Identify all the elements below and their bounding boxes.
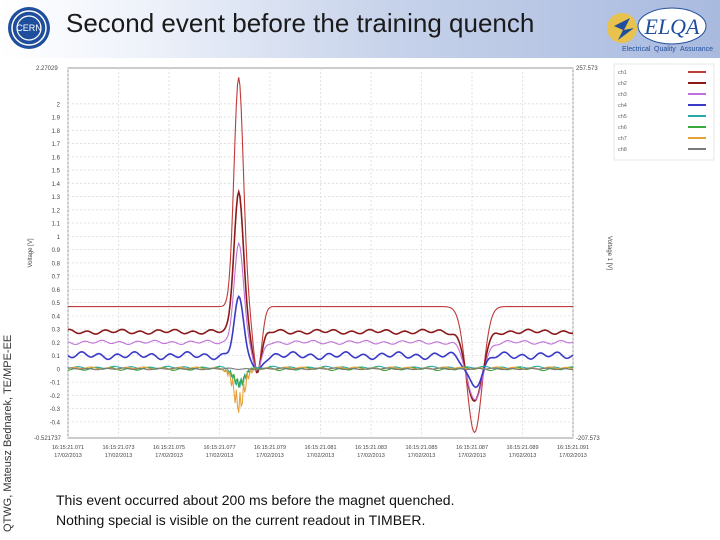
y-tick-label: 0.7	[52, 275, 61, 281]
x-tick-date-label: 17/02/2013	[105, 453, 133, 459]
y2-max-label: 257.573	[576, 66, 598, 72]
series-line-ch8	[67, 367, 574, 371]
y-tick-label: 1.7	[52, 142, 61, 148]
y-tick-label: 0.6	[52, 288, 61, 294]
x-tick-time-label: 16:15:21.075	[153, 445, 185, 451]
elqa-logo-text: ELQA	[644, 14, 701, 39]
elqa-logo: ELQA Electrical Quality Assurance	[607, 7, 713, 53]
y-axis-title: Voltage [V]	[28, 238, 34, 267]
x-tick-time-label: 16:15:21.089	[506, 445, 538, 451]
y-tick-label: 0	[57, 367, 61, 373]
y-tick-label: 0.1	[52, 354, 61, 360]
x-tick-time-label: 16:15:21.081	[304, 445, 336, 451]
legend-label: ch2	[618, 81, 627, 87]
series-line-ch3	[67, 241, 574, 401]
y-tick-label: 0.5	[52, 301, 61, 307]
y-tick-label: 0.9	[52, 248, 61, 254]
y2-min-label: -207.573	[576, 436, 600, 442]
y-tick-label: 0.8	[52, 261, 61, 267]
slide-title: Second event before the training quench	[66, 8, 535, 38]
y2-axis-title: Voltage 1 [V]	[606, 236, 612, 270]
y-tick-label: 1.2	[52, 208, 61, 214]
legend-label: ch1	[618, 70, 627, 76]
y-tick-label: -0.4	[50, 420, 61, 426]
x-tick-date-label: 17/02/2013	[408, 453, 436, 459]
series-line-ch2	[67, 188, 574, 402]
series-line-ch1	[68, 77, 573, 434]
x-tick-time-label: 16:15:21.079	[254, 445, 286, 451]
y-tick-label: 1.5	[52, 169, 61, 175]
x-tick-time-label: 16:15:21.073	[102, 445, 134, 451]
x-tick-time-label: 16:15:21.077	[203, 445, 235, 451]
x-tick-date-label: 17/02/2013	[256, 453, 284, 459]
cern-logo: CERN	[8, 7, 50, 49]
x-tick-date-label: 17/02/2013	[509, 453, 537, 459]
author-credit: QTWG, Mateusz Bednarek, TE/MPE-EE	[2, 334, 14, 532]
x-tick-date-label: 17/02/2013	[357, 453, 385, 459]
x-tick-time-label: 16:15:21.087	[456, 445, 488, 451]
y-tick-label: 1.6	[52, 155, 61, 161]
legend-box	[613, 63, 715, 161]
x-tick-date-label: 17/02/2013	[206, 453, 234, 459]
y-max-label: 2.27029	[36, 66, 58, 72]
elqa-tagline-3: Assurance	[680, 46, 713, 53]
y-tick-label: -0.2	[50, 394, 61, 400]
cern-logo-text: CERN	[16, 23, 42, 33]
elqa-tagline-2: Quality	[654, 46, 676, 53]
x-tick-date-label: 17/02/2013	[458, 453, 486, 459]
legend-label: ch4	[618, 103, 627, 109]
x-tick-time-label: 16:15:21.083	[355, 445, 387, 451]
series-line-ch4	[67, 294, 574, 389]
x-tick-date-label: 17/02/2013	[54, 453, 82, 459]
y-tick-label: 1.8	[52, 129, 61, 135]
header-band	[0, 0, 720, 58]
y-min-label: -0.521737	[34, 436, 62, 442]
y-tick-label: 1.3	[52, 195, 61, 201]
y-tick-label: -0.3	[50, 407, 61, 413]
x-tick-date-label: 17/02/2013	[559, 453, 587, 459]
y-tick-label: 0.2	[52, 341, 61, 347]
legend-label: ch7	[618, 136, 627, 142]
x-tick-date-label: 17/02/2013	[307, 453, 335, 459]
caption: This event occurred about 200 ms before …	[56, 490, 454, 530]
legend-label: ch8	[618, 147, 627, 153]
y-tick-label: 1.9	[52, 116, 61, 122]
caption-line-1: This event occurred about 200 ms before …	[56, 492, 455, 508]
elqa-tagline-1: Electrical	[622, 46, 651, 53]
voltage-chart: 2 1.9 1.8 1.7 1.6 1.5 1.4 1.3 1.2 1.1 1 0.9 0.8 0.7 0.…	[28, 63, 715, 459]
legend-label: ch5	[618, 114, 627, 120]
y-tick-label: 0.3	[52, 328, 61, 334]
y-tick-label: 1.4	[52, 182, 61, 188]
y-tick-label: 1.1	[52, 222, 61, 228]
x-tick-date-label: 17/02/2013	[155, 453, 183, 459]
chart-area: 2 1.9 1.8 1.7 1.6 1.5 1.4 1.3 1.2 1.1 1 0.9 0.8 0.7 0.…	[20, 58, 720, 460]
x-tick-time-label: 16:15:21.085	[405, 445, 437, 451]
x-tick-time-label: 16:15:21.091	[557, 445, 589, 451]
caption-line-2: Nothing special is visible on the curren…	[56, 512, 426, 528]
y-tick-label: 2	[57, 102, 61, 108]
y-tick-label: -0.1	[50, 381, 61, 387]
legend-label: ch3	[618, 92, 627, 98]
y-tick-label: 1	[57, 235, 61, 241]
legend-label: ch6	[618, 125, 627, 131]
x-tick-time-label: 16:15:21.071	[52, 445, 84, 451]
y-tick-label: 0.4	[52, 314, 61, 320]
